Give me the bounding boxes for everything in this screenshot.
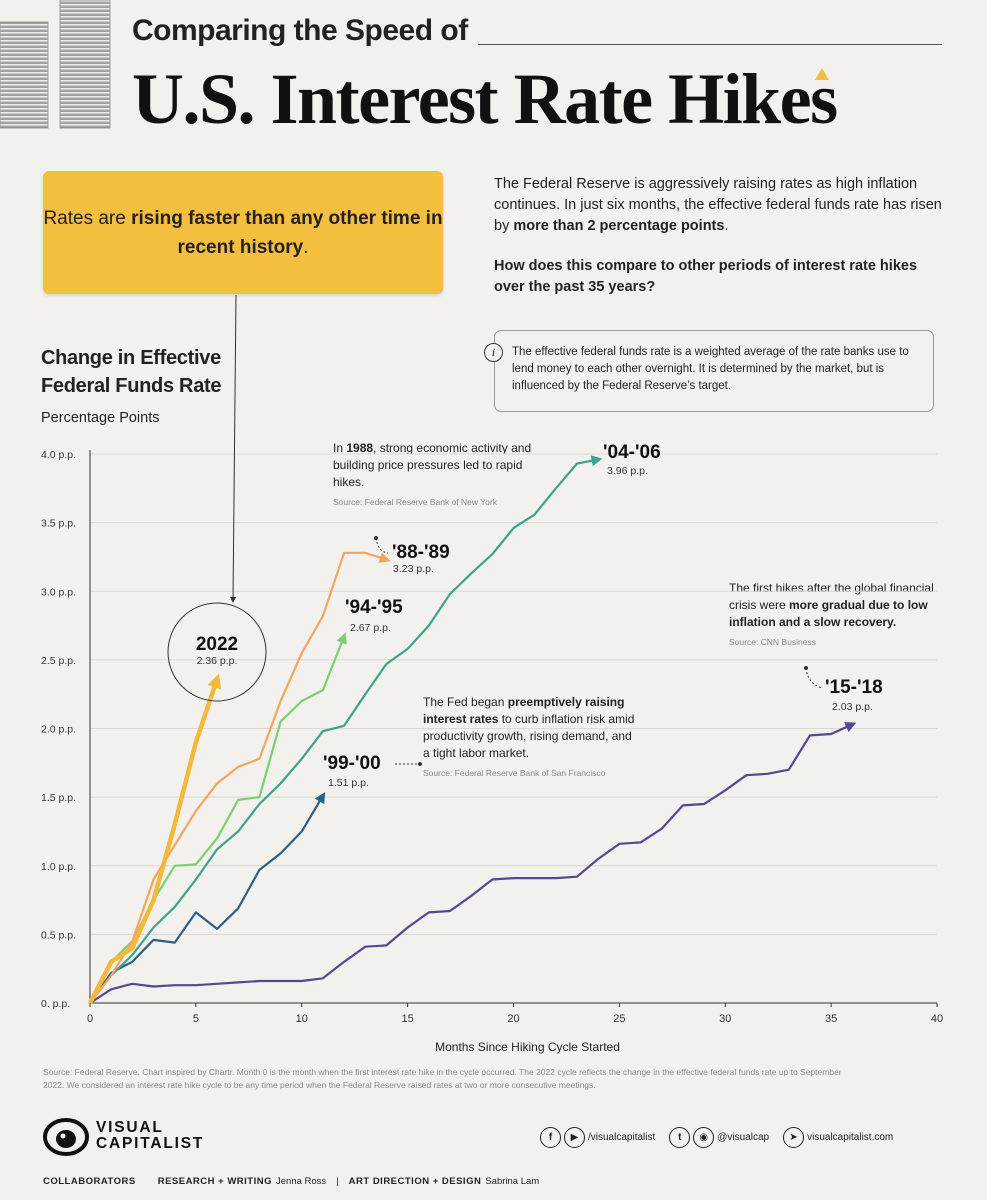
callout-pointer	[230, 294, 237, 603]
social-handle-2[interactable]: @visualcap	[717, 1132, 770, 1143]
info-icon: i	[484, 343, 503, 362]
y-tick-label: 0. p.p.	[41, 998, 70, 1010]
social-links: f ▶ /visualcapitalist t ◉ @visualcap ➤ v…	[540, 1127, 893, 1148]
series-value-label: 2.67 p.p.	[350, 622, 391, 634]
x-tick-label: 40	[931, 1013, 943, 1025]
x-tick-label: 35	[825, 1013, 837, 1025]
intro-text: The Federal Reserve is aggressively rais…	[494, 176, 942, 234]
visual-capitalist-logo-icon	[43, 1118, 89, 1156]
series-value-label: 1.51 p.p.	[328, 777, 369, 789]
series-label: '94-'95	[345, 597, 403, 618]
subtitle-rule	[478, 44, 942, 45]
twitter-icon[interactable]: t	[669, 1127, 691, 1148]
connector-2015-dot	[804, 666, 808, 670]
brand-name: VISUAL CAPITALIST	[96, 1119, 205, 1152]
y-axis-label: Percentage Points	[41, 410, 160, 426]
series-value-label: 3.23 p.p.	[393, 563, 434, 575]
highlight-circle	[167, 602, 267, 702]
y-tick-label: 1.5 p.p.	[41, 792, 76, 804]
x-tick-label: 30	[719, 1013, 731, 1025]
footnote: Source: Federal Reserve. Chart inspired …	[43, 1067, 842, 1090]
instagram-icon[interactable]: ◉	[693, 1127, 715, 1148]
series-value-label: 2.03 p.p.	[832, 701, 873, 713]
info-text: The effective federal funds rate is a we…	[512, 346, 909, 392]
series-line	[89, 551, 391, 1004]
series-label: '99-'00	[323, 753, 381, 774]
connector-2015	[805, 667, 823, 689]
annotation-2015-source: Source: CNN Business	[729, 637, 816, 647]
research-label: RESEARCH + WRITING	[157, 1176, 273, 1187]
y-tick-label: 3.5 p.p.	[41, 518, 76, 530]
callout-box: Rates are rising faster than any other t…	[43, 171, 443, 294]
series-value-label: 3.96 p.p.	[607, 465, 648, 477]
credits: COLLABORATORS RESEARCH + WRITING Jenna R…	[43, 1176, 539, 1187]
x-tick-label: 0	[87, 1013, 93, 1025]
y-tick-label: 0.5 p.p.	[41, 929, 76, 941]
y-tick-label: 2.5 p.p.	[41, 655, 76, 667]
annotation-1988-source: Source: Federal Reserve Bank of New York	[333, 497, 497, 507]
line-chart: 0. p.p. 0.5 p.p. 1.0 p.p. 1.5 p.p. 2.0 p.p. 2…	[41, 294, 943, 1054]
x-tick-label: 10	[296, 1013, 308, 1025]
x-tick-label: 25	[613, 1013, 625, 1025]
x-tick-label: 20	[507, 1013, 519, 1025]
social-handle-1[interactable]: /visualcapitalist	[588, 1132, 656, 1143]
series-value-label: 2.36 p.p.	[197, 655, 238, 667]
series-label: '04-'06	[603, 442, 661, 463]
y-tick-label: 2.0 p.p.	[41, 724, 76, 736]
coin-stacks-icon	[0, 0, 111, 129]
cursor-icon[interactable]: ➤	[783, 1127, 805, 1148]
annotation-1999: The Fed began preemptively raising inter…	[423, 694, 638, 778]
annotation-2015: The first hikes after the global financi…	[729, 580, 949, 647]
intro-question: How does this compare to other periods o…	[494, 258, 918, 295]
website-link[interactable]: visualcapitalist.com	[807, 1132, 894, 1143]
x-tick-label: 5	[193, 1013, 199, 1025]
x-axis-label: Months Since Hiking Cycle Started	[435, 1040, 620, 1054]
design-name: Sabrina Lam	[485, 1176, 540, 1187]
design-label: ART DIRECTION + DESIGN	[348, 1176, 482, 1187]
series-line	[89, 792, 326, 1004]
y-tick-label: 3.0 p.p.	[41, 586, 76, 598]
connector-1988	[375, 537, 389, 554]
x-tick-label: 15	[402, 1013, 414, 1025]
chart-title: Change in Effective Federal Funds Rate	[41, 347, 222, 397]
subtitle: Comparing the Speed of	[132, 14, 468, 47]
series-line	[87, 673, 222, 1005]
series-label: '88-'89	[392, 542, 450, 563]
callout-text: Rates are rising faster than any other t…	[43, 207, 443, 258]
credits-separator: |	[336, 1176, 339, 1187]
series-line	[89, 722, 857, 1004]
title-accent-triangle-icon	[815, 68, 829, 80]
connector-1988-dot	[374, 536, 378, 540]
info-box	[494, 330, 934, 412]
y-tick-label: 4.0 p.p.	[41, 449, 76, 461]
page-title: U.S. Interest Rate Hikes	[132, 59, 838, 139]
research-name: Jenna Ross	[276, 1176, 327, 1187]
collaborators-label: COLLABORATORS	[43, 1176, 136, 1187]
series-line	[89, 455, 603, 1004]
connector-1999-dot	[418, 762, 422, 766]
series-label: 2022	[196, 634, 238, 655]
annotation-1988: In 1988, strong economic activity and bu…	[333, 440, 543, 507]
annotation-1999-source: Source: Federal Reserve Bank of San Fran…	[423, 768, 606, 778]
facebook-icon[interactable]: f	[540, 1127, 561, 1148]
series-label: '15-'18	[825, 677, 883, 698]
y-tick-label: 1.0 p.p.	[41, 861, 76, 873]
youtube-icon[interactable]: ▶	[564, 1127, 585, 1148]
